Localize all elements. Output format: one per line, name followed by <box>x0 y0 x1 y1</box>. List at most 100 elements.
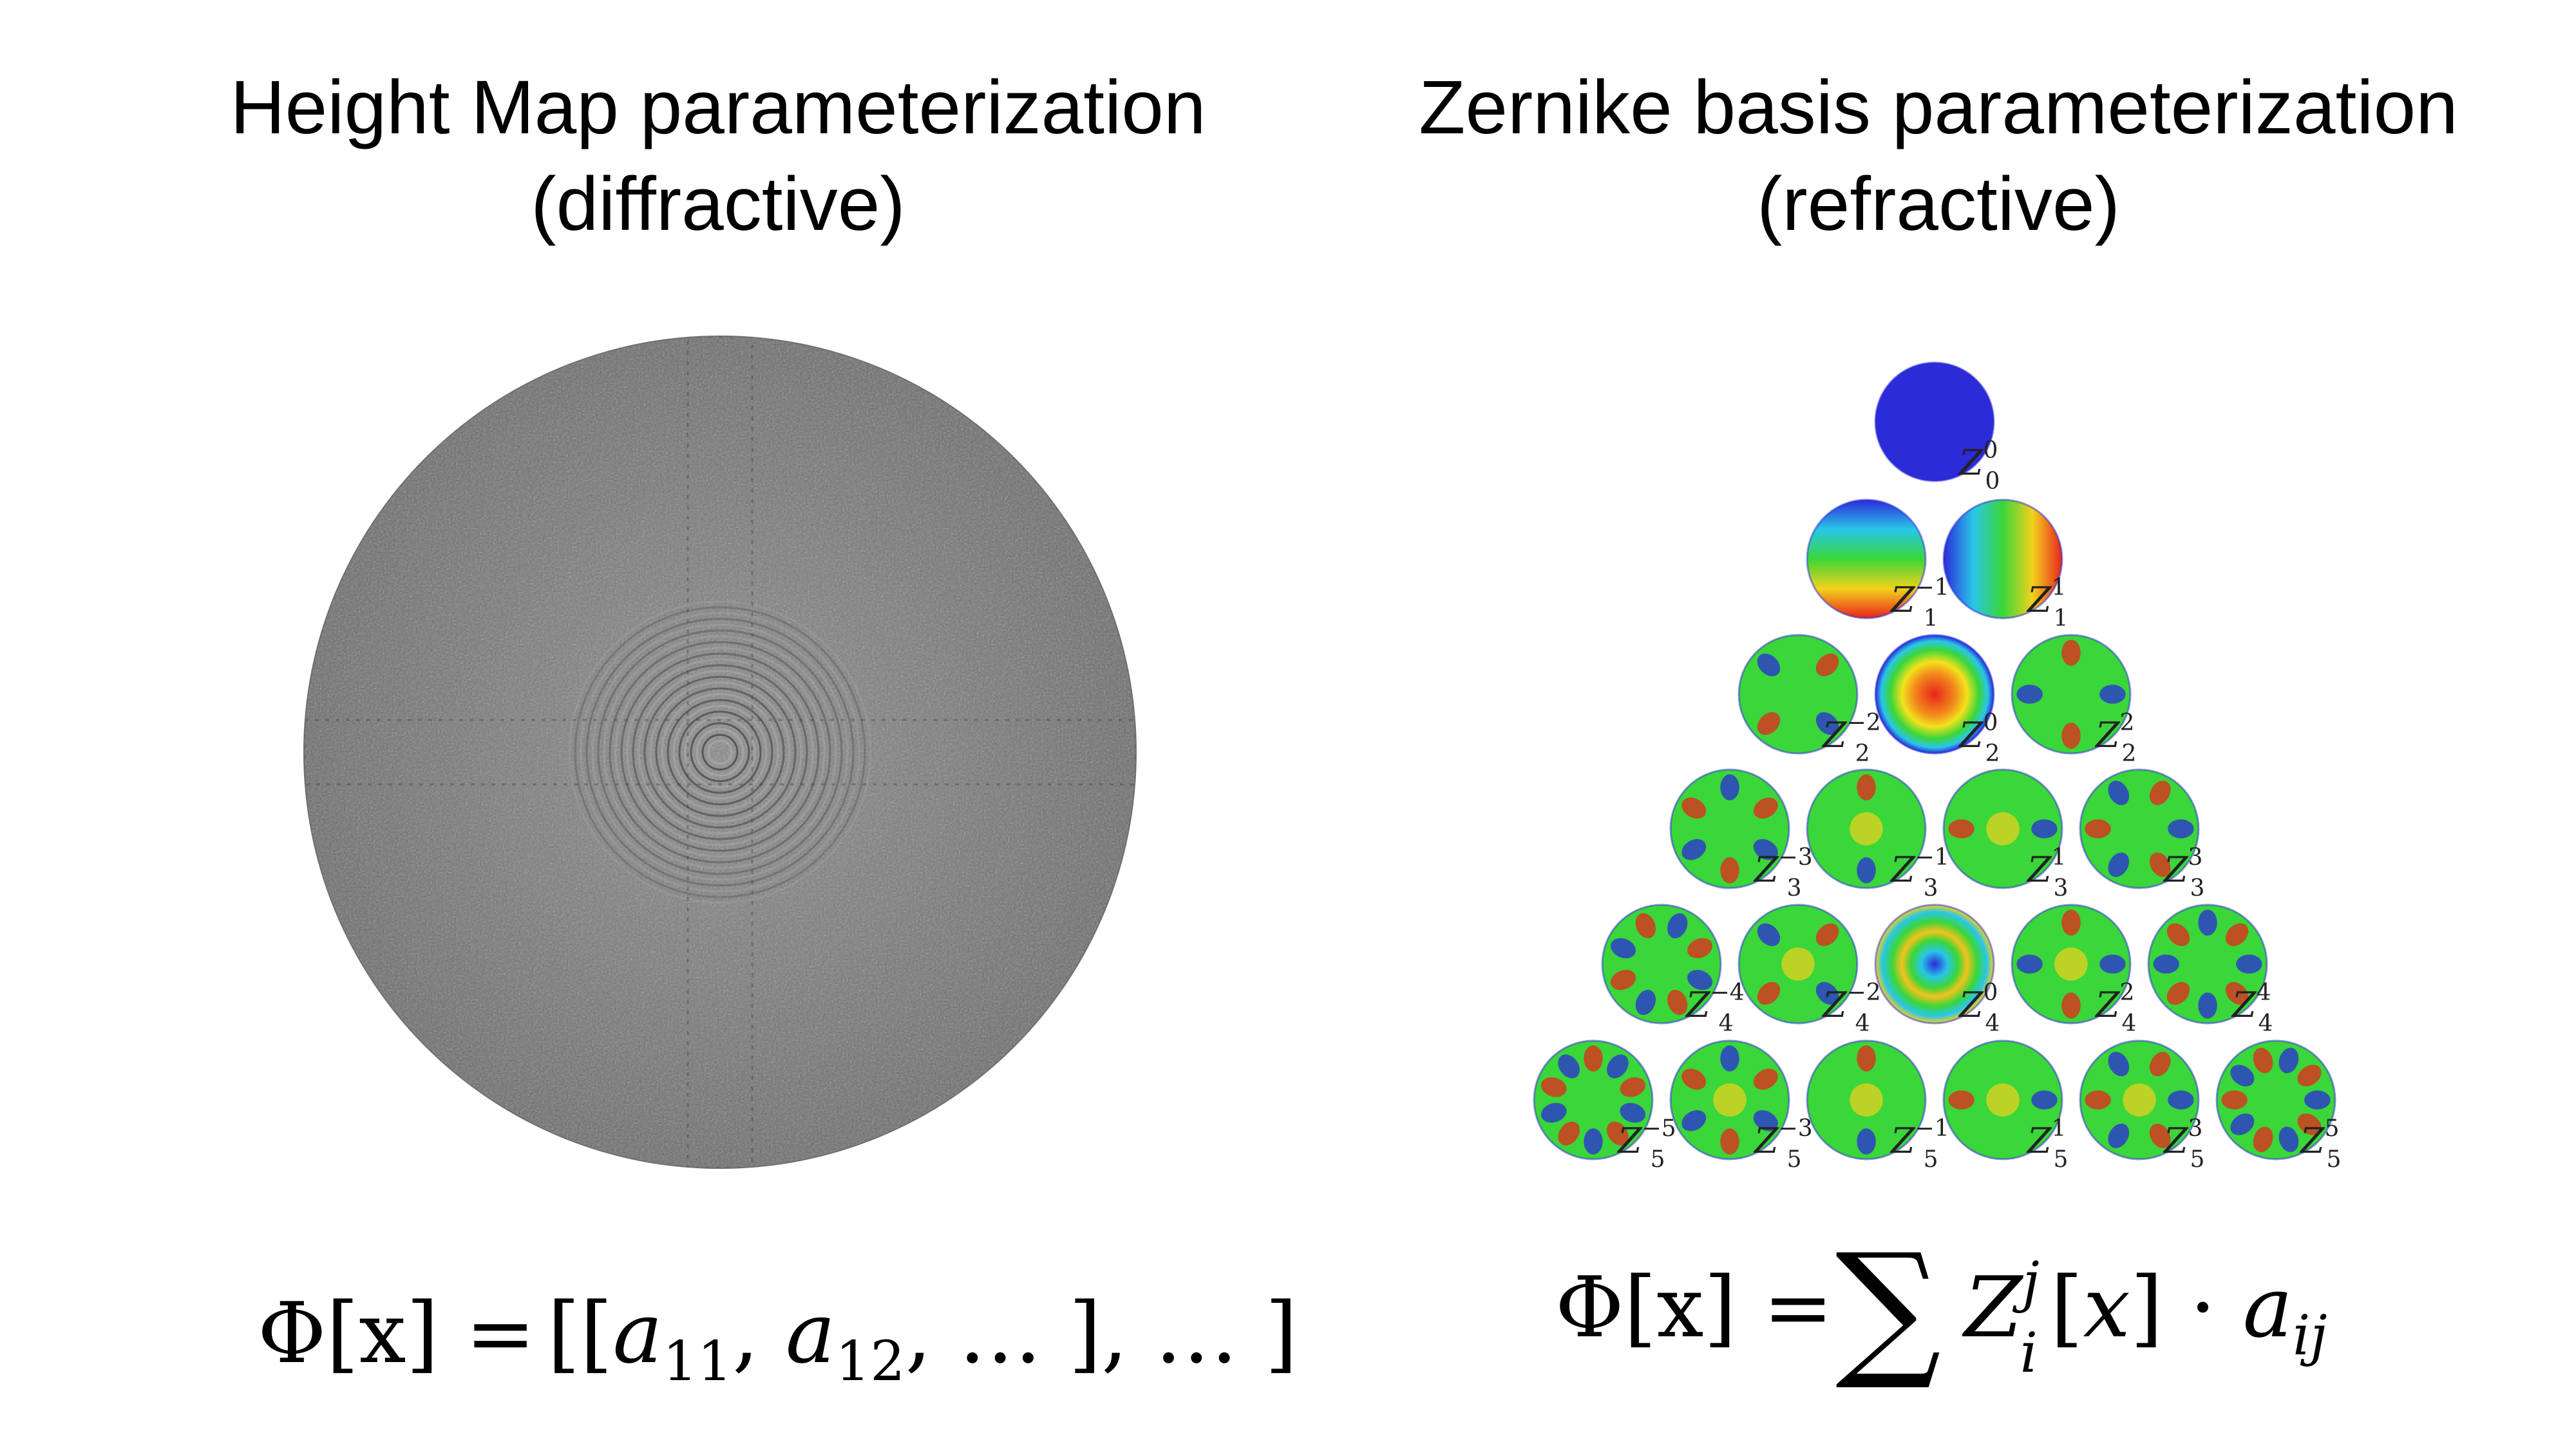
zernike-lobe <box>2253 1126 2273 1153</box>
right-equation-rhs: Zj i [x] · aij <box>1962 1251 2327 1385</box>
zernike-lobe <box>2236 954 2262 974</box>
zernike-lobe <box>2085 1090 2111 1110</box>
zernike-rim <box>2079 768 2200 889</box>
zernike-rim <box>1942 498 2063 620</box>
zernike-lobe <box>2149 852 2171 877</box>
zernike-lobe <box>2108 1123 2130 1148</box>
zernike-mode-4-2: Z2 4 <box>2011 904 2136 1037</box>
zernike-mode-3-neg1: Z−1 3 <box>1806 768 1949 902</box>
zernike-label: Z2 4 <box>2094 980 2136 1037</box>
left-panel-title: Height Map parameterization (diffractive… <box>0 59 1436 252</box>
zernike-lobe <box>1681 1110 1707 1132</box>
zernike-lobe <box>1681 797 1707 819</box>
zernike-lobe <box>1720 857 1739 884</box>
zernike-core <box>1986 812 2020 846</box>
zernike-rim <box>1806 498 1927 620</box>
zernike-label: Z−2 2 <box>1821 710 1881 767</box>
zernike-label: Z0 4 <box>1958 980 2000 1037</box>
zernike-label: Z3 3 <box>2163 844 2204 902</box>
zernike-pyramid: Z0 0 Z−1 1 Z1 1 Z−2 2 Z0 2 Z2 2 Z−3 3 Z−1 3 Z1 3 Z3 3 Z−4 4 Z−… <box>1533 361 2341 1173</box>
zernike-rim <box>1806 1039 1927 1160</box>
zernike-label: Z1 3 <box>2026 844 2068 902</box>
zernike-lobe <box>2166 981 2190 1005</box>
height-map-disc <box>303 336 1137 1169</box>
left-title-line1: Height Map parameterization <box>230 65 1206 150</box>
zernike-lobe <box>1857 774 1876 800</box>
zernike-lobe <box>2061 639 2081 666</box>
height-map-ring <box>585 618 855 887</box>
zernike-mode-5-neg1: Z−1 5 <box>1806 1039 1949 1173</box>
zernike-lobe <box>2168 1090 2194 1110</box>
zernike-label: Z5 5 <box>2299 1115 2341 1173</box>
zernike-mode-5-3: Z3 5 <box>2079 1039 2204 1173</box>
zernike-lobe <box>1635 989 1656 1016</box>
zernike-mode-5-neg3: Z−3 5 <box>1669 1039 1813 1173</box>
zernike-rim <box>2079 1039 2200 1160</box>
zernike-disc <box>1944 500 2062 618</box>
right-title-line2: (refractive) <box>1757 162 2120 247</box>
zernike-label: Z1 1 <box>2026 574 2068 632</box>
height-map-ring <box>603 635 837 869</box>
zernike-lobe <box>1607 1054 1629 1079</box>
right-equation-lhs: Φ[x] = <box>1555 1258 1833 1356</box>
height-map-ring <box>678 710 762 794</box>
zernike-label: Z−1 5 <box>1889 1115 1949 1173</box>
zernike-lobe <box>1584 1128 1603 1155</box>
zernike-rim <box>1874 361 1995 482</box>
height-map-ring <box>632 664 808 840</box>
zernike-lobe <box>1753 797 1778 819</box>
zernike-lobe <box>1720 1128 1739 1155</box>
zernike-rim <box>1533 1039 1654 1160</box>
zernike-lobe <box>2061 723 2081 749</box>
zernike-lobe <box>1753 1110 1778 1132</box>
zernike-mode-4-neg4: Z−4 4 <box>1601 904 1745 1037</box>
zernike-lobe <box>1687 938 1713 959</box>
zernike-label: Z−3 5 <box>1753 1115 1813 1173</box>
zernike-lobe <box>2168 819 2194 838</box>
zernike-lobe <box>1815 923 1839 947</box>
zernike-rim <box>1874 634 1995 755</box>
zernike-disc <box>1875 905 1994 1023</box>
zernike-rim <box>1738 904 1859 1025</box>
height-map-cross-pattern <box>305 337 1135 1168</box>
zernike-mode-4-4: Z4 4 <box>2147 904 2273 1037</box>
left-title-line2: (diffractive) <box>531 162 905 247</box>
zernike-label: Z2 2 <box>2094 710 2136 767</box>
zernike-lobe <box>1753 838 1778 860</box>
zernike-lobe <box>1635 913 1656 939</box>
height-map-ring <box>597 629 843 875</box>
zernike-core <box>1713 1083 1747 1117</box>
zernike-rim <box>1874 904 1995 1025</box>
zernike-core <box>1850 1083 1883 1117</box>
zernike-lobe <box>1857 1045 1876 1072</box>
zernike-label: Z−3 3 <box>1753 844 1813 902</box>
zernike-rim <box>1942 1039 2063 1160</box>
zernike-mode-3-neg3: Z−3 3 <box>1669 768 1813 902</box>
height-map-ring <box>696 728 744 777</box>
zernike-label: Z1 5 <box>2026 1115 2068 1173</box>
zernike-lobe <box>1620 1077 1646 1097</box>
height-map-ring <box>667 699 773 806</box>
zernike-lobe <box>1757 923 1781 947</box>
zernike-mode-5-1: Z1 5 <box>1942 1039 2068 1173</box>
zernike-lobe <box>2198 909 2217 936</box>
zernike-lobe <box>2031 819 2058 838</box>
zernike-lobe <box>1667 989 1688 1016</box>
zernike-lobe <box>1667 913 1688 939</box>
zernike-lobe <box>2278 1126 2299 1153</box>
zernike-lobe <box>1757 712 1781 735</box>
zernike-lobe <box>1540 1103 1567 1123</box>
zernike-rim <box>2215 1039 2336 1160</box>
zernike-disc <box>1875 635 1994 753</box>
zernike-mode-0-0: Z0 0 <box>1874 361 2000 495</box>
zernike-mode-2-neg2: Z−2 2 <box>1738 634 1881 767</box>
height-map-ring <box>690 722 750 782</box>
height-map-ring <box>661 693 779 811</box>
zernike-lobe <box>1815 712 1839 735</box>
height-map-ring <box>614 647 826 858</box>
height-map-ring <box>643 676 797 829</box>
zernike-lobe <box>2149 1052 2171 1077</box>
zernike-rim <box>1669 768 1790 889</box>
zernike-lobe <box>1948 1090 1975 1110</box>
